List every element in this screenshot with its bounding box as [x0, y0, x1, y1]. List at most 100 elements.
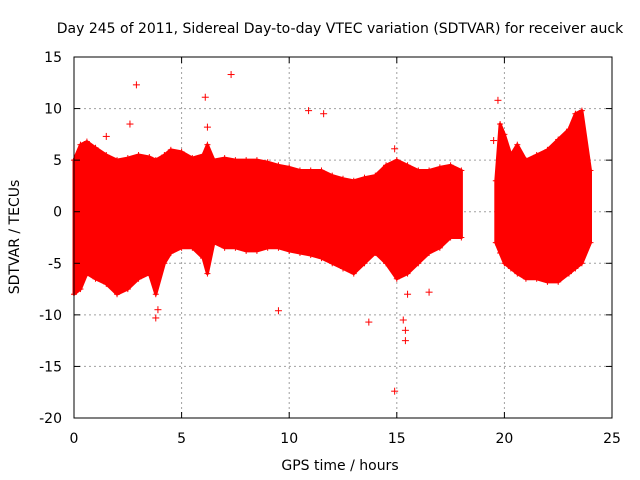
data-points	[102, 71, 502, 395]
data-point	[227, 71, 235, 79]
data-point	[320, 110, 328, 118]
band-edge-marker	[544, 278, 551, 285]
band-edge-marker	[436, 164, 443, 171]
band-edge-marker	[232, 157, 239, 164]
band-edge-marker	[544, 146, 551, 153]
band-edge-marker	[447, 162, 454, 169]
band-edge-marker	[178, 244, 185, 251]
band-edge-marker	[124, 286, 131, 293]
band-edge-marker	[340, 265, 346, 272]
band-edge-marker	[83, 138, 90, 145]
data-point	[274, 307, 282, 315]
y-tick-label: 0	[53, 205, 62, 221]
x-tick-label: 10	[280, 431, 298, 447]
band-edge-marker	[578, 107, 585, 114]
y-tick-label: -5	[48, 256, 62, 272]
band-edge-marker	[350, 177, 357, 184]
band-edge-marker	[587, 167, 594, 174]
band-edge-marker	[533, 275, 540, 282]
data-point	[494, 96, 502, 104]
band-edge-marker	[361, 174, 368, 181]
band-edge-marker	[404, 270, 411, 277]
band-edge-marker	[522, 157, 529, 164]
band-edge-marker	[565, 270, 572, 277]
data-point	[401, 337, 409, 345]
band-edge-marker	[555, 136, 562, 143]
band-edge-marker	[210, 239, 217, 246]
chart-title: Day 245 of 2011, Sidereal Day-to-day VTE…	[57, 21, 624, 37]
band-edge-marker	[77, 286, 84, 293]
band-edge-marker	[404, 162, 411, 169]
band-edge-marker	[103, 151, 110, 158]
band-edge-marker	[361, 260, 368, 267]
band-edge-marker	[221, 244, 228, 251]
band-edge-marker	[204, 270, 211, 277]
band-edge-marker	[415, 167, 422, 174]
band-edge-marker	[426, 167, 433, 174]
band-edge-marker	[492, 177, 499, 184]
x-tick-label: 25	[603, 431, 621, 447]
band-edge-marker	[350, 270, 357, 277]
band-edge-marker	[114, 291, 121, 298]
band-edge-marker	[92, 144, 99, 151]
band-edge-marker	[393, 157, 400, 164]
band-edge-marker	[329, 260, 336, 267]
band-edge-marker	[565, 126, 572, 133]
band-edge-marker	[243, 247, 250, 254]
data-point	[126, 120, 134, 128]
band-edge-marker	[264, 244, 271, 251]
data-point	[365, 318, 373, 326]
data-point	[391, 145, 399, 153]
band-edge-marker	[167, 146, 174, 153]
band-edge-marker	[415, 260, 422, 267]
band-edge-marker	[587, 239, 594, 246]
x-tick-label: 5	[177, 431, 186, 447]
y-tick-label: 15	[44, 50, 62, 66]
band-edge-marker	[124, 155, 131, 162]
band-edge-marker	[161, 260, 168, 267]
data-band-1	[494, 109, 592, 284]
band-edge-marker	[275, 244, 282, 251]
band-edge-marker	[372, 249, 379, 256]
band-edge-marker	[572, 265, 579, 272]
band-edge-marker	[447, 234, 454, 241]
band-edge-marker	[307, 252, 314, 259]
band-edge-marker	[393, 275, 400, 282]
data-point	[154, 306, 162, 314]
band-edge-marker	[210, 157, 217, 164]
band-edge-marker	[501, 131, 508, 138]
band-edge-marker	[200, 255, 207, 262]
y-tick-labels: -20 -15 -10 -5 0 5 10 15	[39, 50, 62, 427]
band-edge-marker	[189, 155, 196, 162]
band-edge-marker	[152, 291, 159, 298]
data-point	[201, 93, 209, 101]
band-edge-marker	[221, 155, 228, 162]
axis-ticks	[73, 56, 613, 419]
data-point	[152, 314, 160, 322]
y-tick-label: -20	[39, 411, 62, 427]
band-edge-marker	[167, 249, 174, 256]
band-edge-marker	[103, 280, 110, 287]
x-tick-label: 20	[495, 431, 513, 447]
band-edge-marker	[114, 157, 121, 164]
band-edge-marker	[135, 275, 142, 282]
band-edge-marker	[383, 162, 390, 169]
band-edge-marker	[253, 157, 260, 164]
band-edge-marker	[501, 260, 508, 267]
band-edge-marker	[497, 121, 504, 128]
band-edge-marker	[372, 172, 379, 179]
y-tick-label: -15	[39, 359, 62, 375]
band-edge-marker	[572, 110, 579, 117]
data-point	[391, 387, 399, 395]
x-tick-labels: 0 5 10 15 20 25	[70, 431, 621, 447]
x-tick-label: 0	[70, 431, 79, 447]
band-edge-marker	[232, 244, 239, 251]
plot-frame	[73, 56, 613, 419]
band-edge-marker	[204, 141, 211, 148]
band-edge-marker	[340, 175, 346, 182]
band-edge-marker	[161, 151, 168, 158]
y-tick-label: 5	[53, 153, 62, 169]
band-edge-marker	[296, 167, 303, 174]
band-edge-marker	[318, 255, 325, 262]
